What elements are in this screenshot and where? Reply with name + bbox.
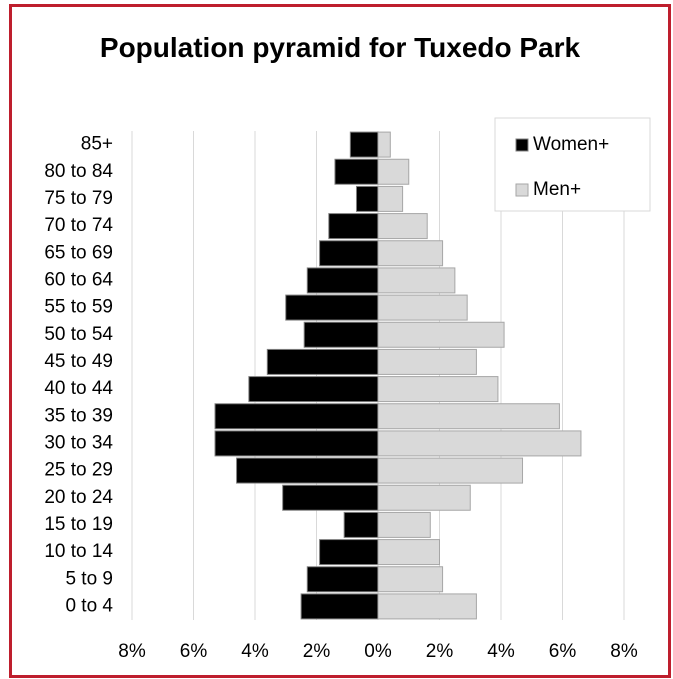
bar xyxy=(306,566,379,593)
bar xyxy=(349,131,379,158)
y-tick-label: 5 to 9 xyxy=(65,568,113,589)
bar xyxy=(319,240,379,267)
bar xyxy=(355,185,379,212)
x-tick-label: 8% xyxy=(610,641,638,662)
x-tick-label: 4% xyxy=(241,641,269,662)
legend-label: Men+ xyxy=(533,179,581,200)
bar xyxy=(282,484,379,511)
bar xyxy=(377,213,428,240)
y-tick-label: 30 to 34 xyxy=(44,432,113,453)
y-tick-label: 10 to 14 xyxy=(44,541,113,562)
bar xyxy=(377,158,410,185)
bar xyxy=(328,213,379,240)
legend-swatch xyxy=(515,138,529,152)
bar xyxy=(377,403,560,430)
x-tick-label: 8% xyxy=(118,641,146,662)
y-tick-label: 50 to 54 xyxy=(44,324,113,345)
y-tick-label: 55 to 59 xyxy=(44,297,113,318)
bar xyxy=(236,457,379,484)
y-tick-label: 80 to 84 xyxy=(44,161,113,182)
bar xyxy=(300,593,379,620)
chart-title: Population pyramid for Tuxedo Park xyxy=(99,32,581,63)
legend-swatch xyxy=(515,183,529,197)
bar xyxy=(377,511,431,538)
bar xyxy=(266,348,379,375)
x-tick-label: 0% xyxy=(364,641,392,662)
x-tick-label: 2% xyxy=(303,641,331,662)
bar xyxy=(377,566,444,593)
bar xyxy=(377,185,404,212)
bar xyxy=(377,430,582,457)
bar xyxy=(343,511,379,538)
y-tick-label: 25 to 29 xyxy=(44,460,113,481)
x-tick-label: 4% xyxy=(487,641,515,662)
bar xyxy=(285,294,379,321)
bar xyxy=(377,240,444,267)
bar xyxy=(377,294,468,321)
x-tick-label: 2% xyxy=(426,641,454,662)
legend-label: Women+ xyxy=(533,134,609,155)
bar xyxy=(377,267,456,294)
y-tick-label: 0 to 4 xyxy=(65,595,113,616)
bar xyxy=(377,539,440,566)
bar xyxy=(377,376,499,403)
bar xyxy=(377,131,391,158)
bar xyxy=(334,158,379,185)
bar xyxy=(377,348,477,375)
bar xyxy=(214,403,379,430)
x-tick-label: 6% xyxy=(549,641,577,662)
bar xyxy=(377,484,471,511)
y-tick-label: 15 to 19 xyxy=(44,514,113,535)
y-tick-label: 45 to 49 xyxy=(44,351,113,372)
y-tick-label: 20 to 24 xyxy=(44,487,113,508)
y-tick-label: 35 to 39 xyxy=(44,405,113,426)
y-tick-label: 70 to 74 xyxy=(44,215,113,236)
y-tick-label: 65 to 69 xyxy=(44,242,113,263)
bar xyxy=(377,457,524,484)
bar xyxy=(377,321,505,348)
y-tick-label: 85+ xyxy=(81,134,113,155)
bar xyxy=(319,539,379,566)
y-tick-label: 40 to 44 xyxy=(44,378,113,399)
y-tick-label: 75 to 79 xyxy=(44,188,113,209)
bar xyxy=(248,376,379,403)
x-tick-label: 6% xyxy=(180,641,208,662)
y-tick-label: 60 to 64 xyxy=(44,269,113,290)
bar xyxy=(214,430,379,457)
bar xyxy=(303,321,379,348)
bar xyxy=(377,593,477,620)
bar xyxy=(306,267,379,294)
